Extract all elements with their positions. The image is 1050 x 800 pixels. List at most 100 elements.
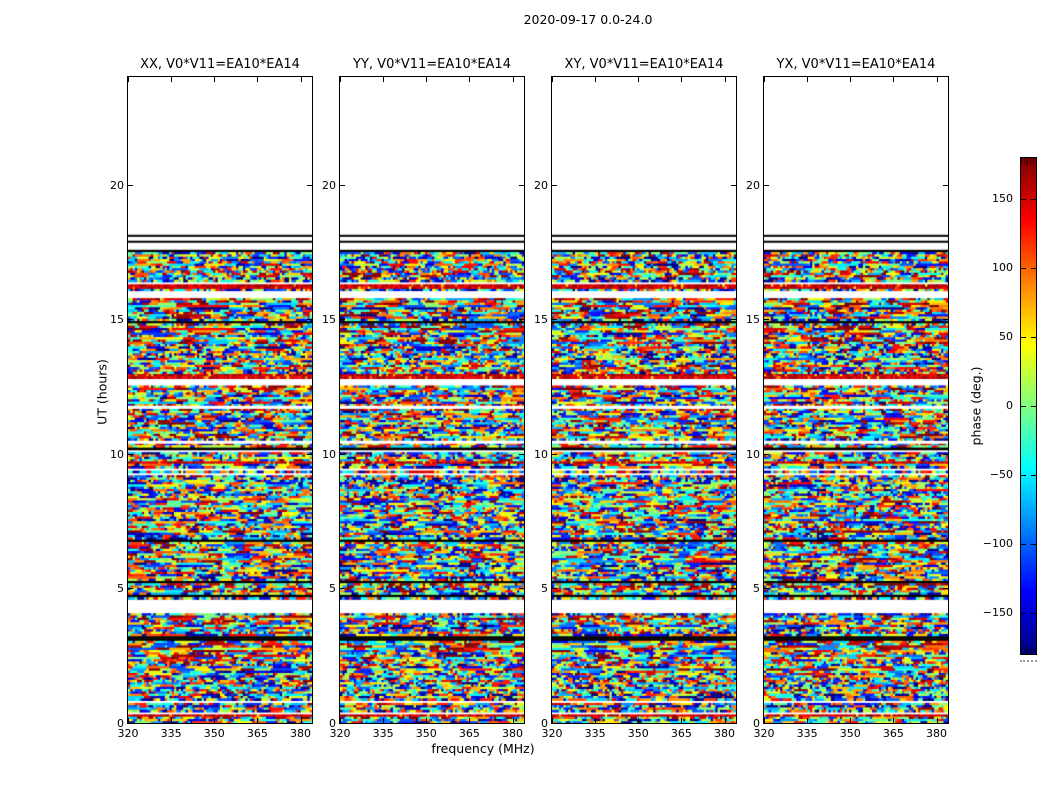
y-tick <box>552 319 557 321</box>
heatmap-canvas <box>128 77 312 723</box>
y-tick <box>552 184 557 186</box>
x-tick <box>724 718 726 723</box>
y-tick-label: 10 <box>746 447 760 461</box>
x-tick <box>257 77 259 82</box>
x-tick <box>300 718 302 723</box>
x-tick <box>638 718 640 723</box>
y-tick-label: 15 <box>322 313 336 327</box>
y-tick <box>943 588 948 590</box>
colorbar-tick <box>1031 543 1036 545</box>
y-tick-label: 5 <box>753 582 760 596</box>
y-tick-label: 20 <box>746 178 760 192</box>
y-tick-label: 0 <box>329 717 336 730</box>
colorbar-tick <box>1031 337 1036 339</box>
heatmap-panel-yy <box>339 76 525 724</box>
colorbar-tick <box>1031 406 1036 407</box>
x-tick <box>426 77 428 82</box>
y-tick <box>340 453 345 455</box>
x-tick <box>850 77 852 82</box>
y-tick-label: 0 <box>753 717 760 730</box>
y-tick-label: 0 <box>541 717 548 730</box>
x-tick <box>340 718 341 723</box>
x-tick <box>936 718 938 723</box>
y-axis-label: UT (hours) <box>94 359 110 425</box>
x-tick-label: 335 <box>584 727 606 740</box>
y-tick-label: 20 <box>110 178 124 192</box>
colorbar-tick <box>1021 612 1026 614</box>
x-tick <box>807 718 809 723</box>
x-tick <box>552 718 553 723</box>
y-tick <box>731 184 736 186</box>
colorbar-tick-label: 50 <box>999 330 1013 344</box>
y-tick <box>764 723 769 724</box>
x-tick-label: 380 <box>290 727 311 740</box>
x-tick-label: 350 <box>839 727 861 740</box>
panel-title: XX, V0*V11=EA10*EA14 <box>140 57 300 72</box>
y-tick <box>340 588 345 590</box>
colorbar-tick <box>1021 474 1026 476</box>
x-tick <box>512 77 514 82</box>
y-tick <box>943 319 948 321</box>
x-tick <box>469 77 471 82</box>
y-tick <box>128 723 133 724</box>
y-tick <box>731 453 736 455</box>
colorbar-tick <box>1021 337 1026 339</box>
x-tick-label: 380 <box>714 727 735 740</box>
x-tick <box>807 77 809 82</box>
x-tick <box>426 718 428 723</box>
y-tick <box>552 588 557 590</box>
colorbar-tick <box>1031 612 1036 614</box>
x-tick <box>681 77 683 82</box>
x-tick <box>214 77 216 82</box>
y-tick <box>731 723 736 724</box>
y-tick <box>307 184 312 186</box>
colorbar-tick-label: 0 <box>1006 399 1013 412</box>
x-tick <box>171 77 173 82</box>
y-tick-label: 15 <box>110 313 124 327</box>
x-tick-label: 350 <box>627 727 649 740</box>
y-tick-label: 20 <box>322 178 336 192</box>
y-tick <box>519 319 524 321</box>
x-tick <box>128 77 129 82</box>
x-tick <box>850 718 852 723</box>
x-tick <box>128 718 129 723</box>
colorbar-tick <box>1031 474 1036 476</box>
y-tick <box>731 588 736 590</box>
y-tick <box>764 184 769 186</box>
y-tick-label: 10 <box>110 447 124 461</box>
colorbar-label: phase (deg.) <box>968 366 984 446</box>
y-tick-label: 5 <box>117 582 124 596</box>
x-tick-label: 320 <box>117 727 139 740</box>
y-tick <box>552 453 557 455</box>
heatmap-canvas <box>340 77 524 723</box>
x-tick <box>893 718 895 723</box>
y-tick <box>519 453 524 455</box>
y-tick <box>552 723 557 724</box>
x-tick <box>638 77 640 82</box>
x-tick-label: 335 <box>160 727 182 740</box>
heatmap-canvas <box>764 77 948 723</box>
panel-title: YY, V0*V11=EA10*EA14 <box>353 57 511 72</box>
colorbar-canvas <box>1021 158 1036 654</box>
x-tick <box>552 77 553 82</box>
colorbar-tick <box>1021 406 1026 407</box>
x-tick <box>257 718 259 723</box>
x-tick <box>595 718 597 723</box>
y-tick <box>307 723 312 724</box>
x-tick <box>383 718 385 723</box>
y-tick <box>340 319 345 321</box>
y-tick-label: 15 <box>746 313 760 327</box>
y-tick <box>764 319 769 321</box>
x-tick-label: 335 <box>796 727 818 740</box>
y-tick <box>128 319 133 321</box>
y-tick <box>943 453 948 455</box>
colorbar-tick <box>1021 543 1026 545</box>
y-tick-label: 10 <box>534 447 548 461</box>
y-tick <box>340 184 345 186</box>
x-axis-label: frequency (MHz) <box>431 741 535 756</box>
x-tick <box>214 718 216 723</box>
x-tick-label: 380 <box>502 727 523 740</box>
y-tick-label: 10 <box>322 447 336 461</box>
y-tick <box>307 453 312 455</box>
